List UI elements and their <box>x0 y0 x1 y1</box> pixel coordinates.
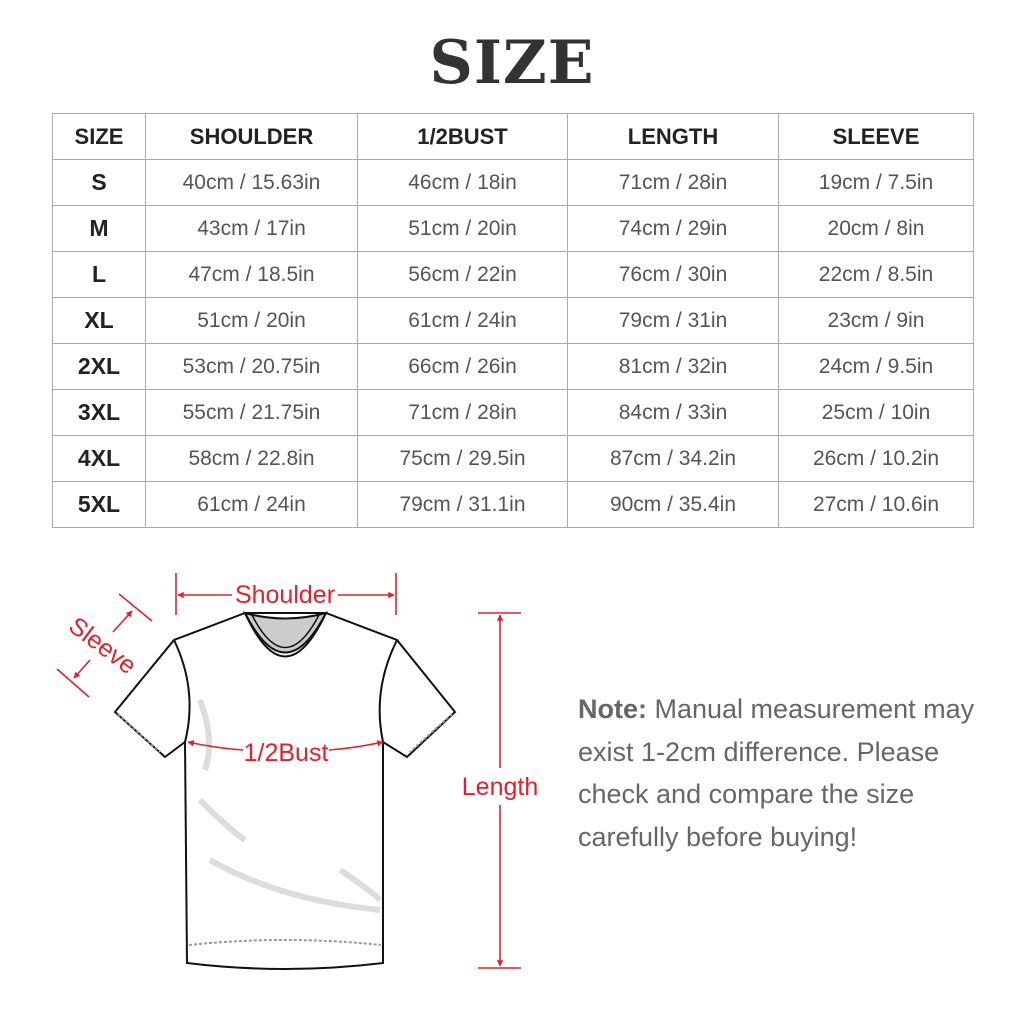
measurement-cell: 79cm / 31.1in <box>357 481 568 528</box>
column-header: SLEEVE <box>778 113 974 160</box>
measurement-cell: 66cm / 26in <box>357 343 568 390</box>
measurement-cell: 43cm / 17in <box>145 205 358 252</box>
table-row: 2XL 53cm / 20.75in 66cm / 26in 81cm / 32in 2… <box>52 343 974 390</box>
measurement-cell: 74cm / 29in <box>567 205 779 252</box>
measurement-cell: 27cm / 10.6in <box>778 481 974 528</box>
column-header: LENGTH <box>567 113 779 160</box>
table-row: 4XL 58cm / 22.8in 75cm / 29.5in 87cm / 34.2… <box>52 435 974 482</box>
note-label: Note: <box>578 694 647 724</box>
page-title: SIZE <box>429 28 595 98</box>
size-cell: S <box>52 159 146 206</box>
measurement-cell: 23cm / 9in <box>778 297 974 344</box>
note: Note: Manual measurement may exist 1-2cm… <box>578 688 978 858</box>
shoulder-label: Shoulder <box>235 581 335 609</box>
measurement-cell: 79cm / 31in <box>567 297 779 344</box>
table-row: S 40cm / 15.63in 46cm / 18in 71cm / 28in 19c… <box>52 159 974 206</box>
measurement-cell: 20cm / 8in <box>778 205 974 252</box>
measurement-cell: 51cm / 20in <box>357 205 568 252</box>
measurement-cell: 24cm / 9.5in <box>778 343 974 390</box>
measurement-cell: 87cm / 34.2in <box>567 435 779 482</box>
table-row: L 47cm / 18.5in 56cm / 22in 76cm / 30in 22cm… <box>52 251 974 298</box>
column-header: SIZE <box>52 113 146 160</box>
measurement-cell: 25cm / 10in <box>778 389 974 436</box>
bust-label: 1/2Bust <box>244 739 329 767</box>
table-row: M 43cm / 17in 51cm / 20in 74cm / 29in 20cm /… <box>52 205 974 252</box>
size-cell: 3XL <box>52 389 146 436</box>
measurement-cell: 19cm / 7.5in <box>778 159 974 206</box>
measurement-cell: 75cm / 29.5in <box>357 435 568 482</box>
measurement-cell: 56cm / 22in <box>357 251 568 298</box>
measurement-cell: 55cm / 21.75in <box>145 389 358 436</box>
size-cell: 5XL <box>52 481 146 528</box>
table-row: 5XL 61cm / 24in 79cm / 31.1in 90cm / 35.4in… <box>52 481 974 528</box>
column-header: 1/2BUST <box>357 113 568 160</box>
size-table: SIZE SHOULDER 1/2BUST LENGTH SLEEVE S 40cm / … <box>52 113 974 528</box>
tshirt-illustration <box>113 611 457 970</box>
note-text: Manual measurement may exist 1-2cm diffe… <box>578 694 975 852</box>
measurement-cell: 22cm / 8.5in <box>778 251 974 298</box>
measurement-lines <box>56 573 521 969</box>
measurement-cell: 40cm / 15.63in <box>145 159 358 206</box>
measurement-cell: 71cm / 28in <box>357 389 568 436</box>
measurement-cell: 58cm / 22.8in <box>145 435 358 482</box>
measurement-cell: 71cm / 28in <box>567 159 779 206</box>
measurement-cell: 90cm / 35.4in <box>567 481 779 528</box>
measurement-cell: 47cm / 18.5in <box>145 251 358 298</box>
sleeve-label: Sleeve <box>63 612 141 680</box>
measurement-cell: 84cm / 33in <box>567 389 779 436</box>
measurement-cell: 61cm / 24in <box>145 481 358 528</box>
measurement-cell: 81cm / 32in <box>567 343 779 390</box>
measurement-cell: 76cm / 30in <box>567 251 779 298</box>
size-cell: XL <box>52 297 146 344</box>
table-row: 3XL 55cm / 21.75in 71cm / 28in 84cm / 33in 2… <box>52 389 974 436</box>
measurement-cell: 46cm / 18in <box>357 159 568 206</box>
length-label: Length <box>462 773 538 801</box>
table-header-row: SIZE SHOULDER 1/2BUST LENGTH SLEEVE <box>52 113 974 160</box>
